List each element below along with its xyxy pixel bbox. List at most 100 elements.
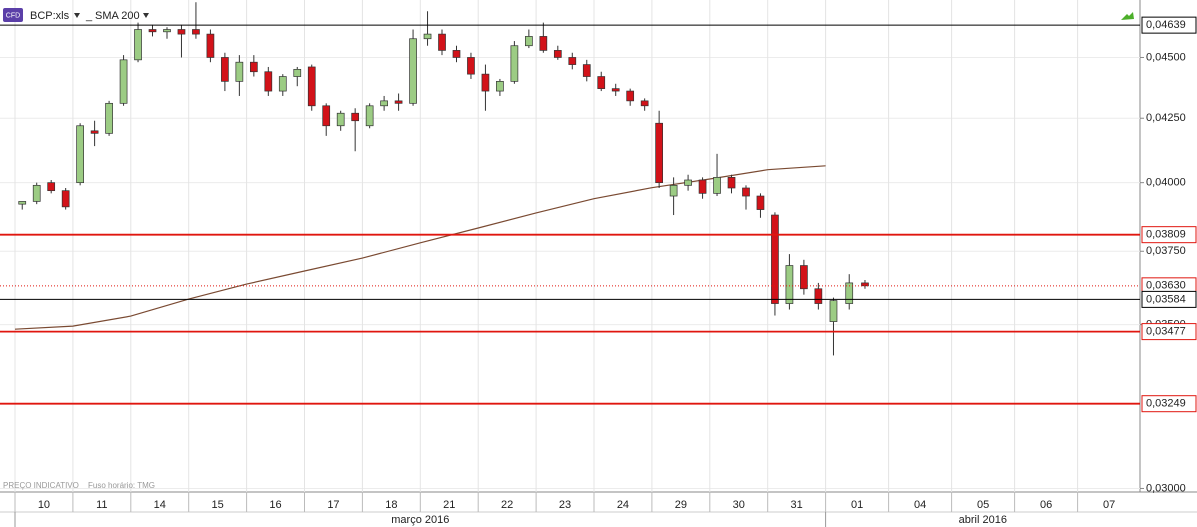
candle-body bbox=[105, 102, 113, 134]
candle-body bbox=[611, 88, 620, 92]
x-tick-label: 05 bbox=[977, 499, 989, 511]
candle-body bbox=[336, 112, 345, 127]
x-tick-label: 01 bbox=[851, 499, 863, 511]
x-tick-label: 10 bbox=[38, 499, 50, 511]
candle-body bbox=[510, 45, 519, 82]
indicator-dash: _ bbox=[85, 10, 93, 22]
candle-body bbox=[293, 68, 302, 77]
candle-body bbox=[235, 61, 244, 82]
x-tick-label: 22 bbox=[501, 499, 513, 511]
candle-body bbox=[134, 29, 142, 61]
badge: CFD bbox=[6, 12, 20, 19]
y-tick-label: 0,03000 bbox=[1146, 482, 1186, 494]
x-tick-label: 18 bbox=[385, 499, 397, 511]
candle-body bbox=[568, 57, 577, 65]
indicator[interactable]: SMA 200 bbox=[95, 10, 140, 22]
candle-body bbox=[481, 73, 490, 92]
trend-icon bbox=[1121, 12, 1134, 20]
candle-body bbox=[76, 125, 84, 184]
candle-body bbox=[221, 57, 229, 82]
level-label-box bbox=[1141, 16, 1197, 34]
candle-body bbox=[785, 265, 794, 304]
footer-note: PREÇO INDICATIVO bbox=[3, 481, 79, 490]
candle-body bbox=[553, 50, 562, 58]
candle-body bbox=[351, 112, 360, 122]
x-tick-label: 07 bbox=[1103, 499, 1115, 511]
candle-body bbox=[90, 130, 99, 134]
x-tick-label: 29 bbox=[675, 499, 687, 511]
x-tick-label: 17 bbox=[327, 499, 339, 511]
marks bbox=[14, 2, 869, 356]
candle-body bbox=[845, 282, 854, 304]
candle-body bbox=[278, 76, 287, 92]
x-tick-label: 23 bbox=[559, 499, 571, 511]
level-label: 0,03630 bbox=[1146, 280, 1186, 292]
candle-body bbox=[742, 187, 750, 197]
month-label: março 2016 bbox=[391, 514, 449, 526]
candle-body bbox=[756, 195, 765, 210]
candle-body bbox=[597, 76, 606, 89]
candle-body bbox=[771, 214, 779, 304]
candle-body bbox=[814, 288, 823, 304]
x-tick-label: 31 bbox=[791, 499, 803, 511]
candle-body bbox=[394, 100, 403, 104]
level-label-box bbox=[1141, 226, 1197, 244]
level-label: 0,03249 bbox=[1146, 398, 1186, 410]
level-label: 0,03477 bbox=[1146, 326, 1186, 338]
x-tick-label: 06 bbox=[1040, 499, 1052, 511]
candle-body bbox=[539, 36, 548, 51]
y-tick-label: 0,04250 bbox=[1146, 112, 1186, 124]
x-tick-label: 21 bbox=[443, 499, 455, 511]
level-label-box bbox=[1141, 290, 1197, 308]
candle-body bbox=[582, 64, 591, 77]
candle-body bbox=[467, 57, 475, 75]
candle-body bbox=[264, 71, 273, 92]
candle-body bbox=[206, 33, 215, 58]
candle-body bbox=[669, 184, 678, 197]
candle-body bbox=[438, 33, 446, 51]
level-label-box bbox=[1141, 323, 1197, 341]
candle-body bbox=[365, 105, 374, 127]
candle-body bbox=[496, 81, 504, 92]
symbol-dropdown[interactable] bbox=[74, 13, 80, 18]
candle-body bbox=[452, 50, 461, 58]
candle-body bbox=[119, 59, 128, 104]
x-tick-label: 24 bbox=[617, 499, 629, 511]
x-tick-label: 14 bbox=[154, 499, 166, 511]
candle-body bbox=[409, 38, 417, 104]
symbol[interactable]: BCP:xls bbox=[30, 10, 70, 22]
candle-body bbox=[829, 300, 838, 322]
badge-box bbox=[3, 8, 23, 22]
candle-body bbox=[18, 201, 27, 205]
candle-body bbox=[423, 33, 432, 40]
candle-body bbox=[640, 100, 649, 107]
x-tick-label: 15 bbox=[212, 499, 224, 511]
candle-body bbox=[698, 179, 707, 194]
candle-body bbox=[192, 29, 200, 35]
candle-body bbox=[655, 122, 663, 184]
candle-body bbox=[525, 36, 533, 47]
candle-body bbox=[307, 66, 316, 107]
x-tick-label: 04 bbox=[914, 499, 926, 511]
y-tick-label: 0,04500 bbox=[1146, 51, 1186, 63]
level-label: 0,03584 bbox=[1146, 293, 1186, 305]
candle-body bbox=[61, 190, 70, 208]
candle-body bbox=[626, 90, 635, 102]
x-tick-label: 11 bbox=[96, 499, 107, 511]
level-label: 0,03809 bbox=[1146, 229, 1186, 241]
candle-body bbox=[163, 29, 171, 33]
indicator-dropdown[interactable] bbox=[143, 13, 149, 18]
month-label: abril 2016 bbox=[959, 514, 1007, 526]
level-label-box bbox=[1141, 395, 1197, 413]
candle-body bbox=[177, 29, 186, 35]
candle-body bbox=[713, 177, 721, 194]
candle-body bbox=[47, 182, 56, 192]
candle-body bbox=[322, 105, 331, 127]
x-tick-label: 16 bbox=[269, 499, 281, 511]
candle-body bbox=[32, 184, 41, 202]
candle-body bbox=[249, 61, 258, 73]
level-label: 0,04639 bbox=[1146, 19, 1186, 31]
